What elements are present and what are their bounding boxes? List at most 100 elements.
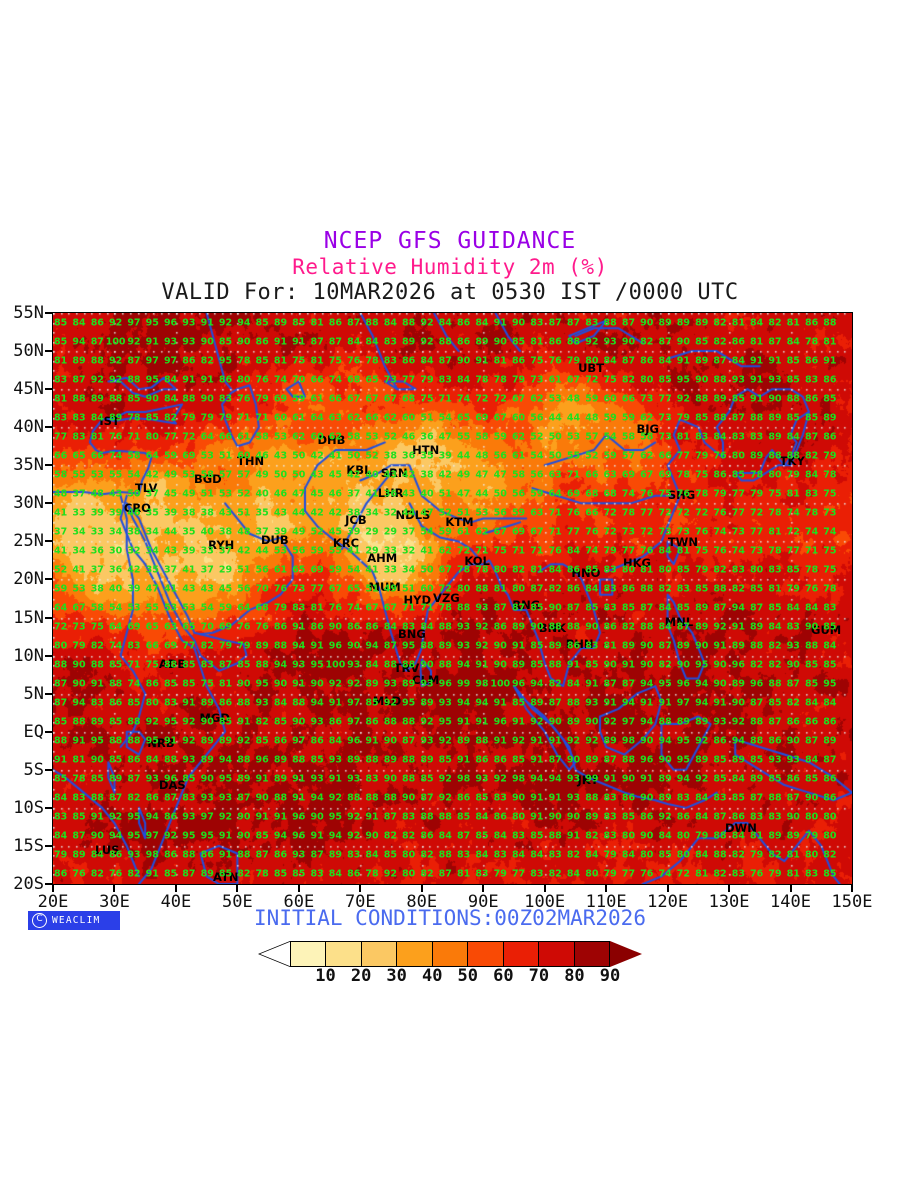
grid-value: 90 [640, 792, 654, 804]
grid-value: 86 [456, 317, 471, 329]
grid-value: 59 [218, 602, 233, 614]
grid-value: 67 [511, 393, 526, 405]
grid-value: 90 [566, 811, 581, 823]
y-axis-label: EQ [23, 721, 44, 742]
grid-value: 89 [731, 640, 745, 652]
grid-value: 83 [292, 602, 306, 614]
grid-value: 66 [658, 450, 672, 462]
grid-value: 50 [292, 450, 306, 462]
grid-value: 95 [127, 830, 141, 842]
grid-value: 95 [182, 830, 196, 842]
grid-value: 96 [163, 317, 178, 329]
grid-value: 86 [54, 868, 68, 880]
grid-value: 90 [493, 640, 507, 652]
grid-value: 85 [54, 716, 68, 728]
grid-value: 86 [768, 735, 782, 747]
grid-value: 83 [750, 431, 764, 443]
grid-value: 86 [786, 773, 800, 785]
grid-value: 78 [493, 374, 507, 386]
grid-value: 85 [804, 773, 819, 785]
grid-value: 72 [786, 526, 800, 538]
grid-value: 81 [72, 754, 86, 766]
grid-value: 92 [163, 830, 178, 842]
grid-value: 85 [804, 678, 819, 690]
grid-value: 42 [145, 469, 159, 481]
grid-value: 84 [750, 317, 764, 329]
grid-value: 96 [347, 735, 361, 747]
grid-value: 74 [109, 450, 123, 462]
grid-value: 85 [786, 412, 800, 424]
grid-value: 89 [823, 412, 837, 424]
grid-value: 87 [713, 355, 727, 367]
grid-value: 77 [621, 868, 636, 880]
grid-value: 84 [695, 849, 709, 861]
grid-value: 88 [292, 697, 306, 709]
y-axis-label: 25N [13, 531, 44, 552]
grid-value: 93 [438, 697, 452, 709]
grid-value: 82 [90, 868, 104, 880]
grid-value: 95 [90, 735, 104, 747]
grid-value: 88 [713, 374, 727, 386]
grid-value: 59 [530, 488, 544, 500]
grid-value: 79 [72, 640, 86, 652]
grid-value: 85 [823, 621, 837, 633]
colorbar-cell-6 [503, 942, 540, 966]
grid-value: 94 [731, 602, 745, 614]
grid-value: 92 [182, 735, 196, 747]
grid-value: 54 [420, 526, 434, 538]
city-label-mnl: MNL [664, 614, 694, 629]
grid-value: 81 [676, 431, 691, 443]
grid-value: 81 [493, 583, 507, 595]
grid-value: 64 [54, 602, 68, 614]
grid-value: 81 [218, 678, 233, 690]
grid-value: 90 [237, 830, 251, 842]
grid-value: 90 [786, 735, 800, 747]
grid-value: 84 [804, 697, 819, 709]
grid-value: 88 [182, 849, 196, 861]
grid-value: 45 [310, 488, 324, 500]
grid-value: 90 [200, 336, 214, 348]
grid-value: 76 [273, 583, 288, 595]
grid-value: 87 [658, 640, 672, 652]
grid-value: 84 [475, 811, 489, 823]
grid-value: 88 [402, 317, 416, 329]
grid-value: 48 [566, 393, 581, 405]
grid-value: 61 [511, 450, 526, 462]
grid-value: 74 [585, 545, 599, 557]
grid-value: 84 [145, 754, 159, 766]
grid-value: 52 [237, 488, 251, 500]
grid-value: 94 [676, 773, 691, 785]
grid-value: 92 [438, 792, 452, 804]
grid-value: 74 [658, 868, 672, 880]
grid-value: 46 [402, 431, 416, 443]
grid-value: 86 [493, 811, 507, 823]
grid-value: 84 [585, 849, 599, 861]
grid-value: 78 [750, 469, 764, 481]
grid-value: 85 [713, 773, 727, 785]
grid-value: 67 [347, 393, 361, 405]
grid-value: 90 [310, 811, 324, 823]
grid-value: 90 [640, 640, 654, 652]
grid-value: 86 [456, 336, 471, 348]
grid-value: 65 [365, 374, 379, 386]
grid-value: 97 [127, 317, 141, 329]
y-axis-label: 15N [13, 607, 44, 628]
grid-value: 76 [548, 545, 562, 557]
grid-value: 85 [511, 754, 526, 766]
grid-value: 84 [695, 792, 709, 804]
grid-value: 73 [658, 431, 672, 443]
grid-value: 92 [511, 735, 526, 747]
grid-value: 87 [786, 792, 800, 804]
grid-value: 67 [383, 602, 397, 614]
grid-value: 65 [72, 450, 86, 462]
humidity-heatmap-canvas [53, 313, 852, 884]
grid-value: 76 [255, 374, 269, 386]
grid-value: 87 [750, 602, 764, 614]
grid-value: 89 [200, 754, 214, 766]
city-label-vzg: VZG [433, 590, 460, 605]
grid-value: 78 [695, 488, 709, 500]
grid-value: 83 [603, 564, 617, 576]
weather-map[interactable]: IST TLV CRO BGD THN RYH DUB KRC AHM MUM HYD VZG BNG T… [52, 312, 853, 885]
grid-value: 61 [548, 374, 562, 386]
grid-value: 45 [163, 488, 178, 500]
